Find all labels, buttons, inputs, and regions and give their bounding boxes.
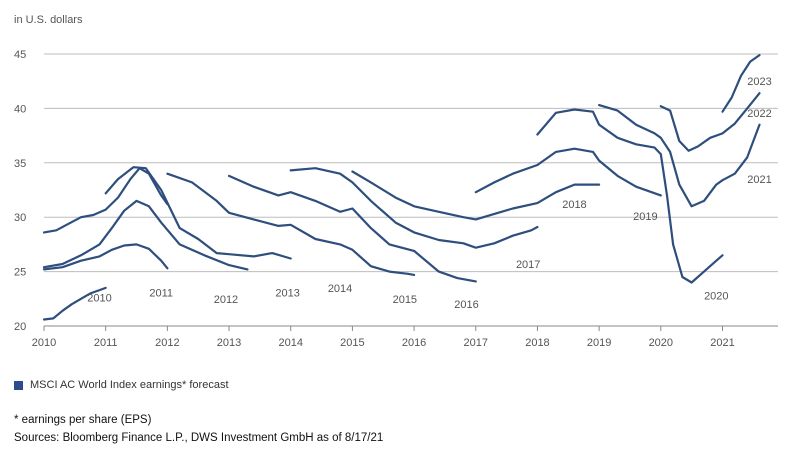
series-line-2021 <box>598 104 761 208</box>
sources-note: Sources: Bloomberg Finance L.P., DWS Inv… <box>14 432 384 444</box>
forecast-series <box>42 54 761 321</box>
y-tick-label: 20 <box>14 321 26 333</box>
y-tick-label: 30 <box>14 212 26 224</box>
series-line-2020 <box>536 108 724 284</box>
y-tick-label: 40 <box>14 103 26 115</box>
y-tick-label: 25 <box>14 267 26 279</box>
series-line-2019 <box>474 147 662 197</box>
x-tick-label: 2019 <box>587 337 611 349</box>
series-line-2012 <box>42 243 169 271</box>
gridlines <box>44 53 778 327</box>
series-line-2022 <box>659 92 761 152</box>
x-tick-label: 2015 <box>340 337 364 349</box>
y-axis-unit-label: in U.S. dollars <box>14 14 83 26</box>
legend-swatch <box>14 380 23 390</box>
x-tick-label: 2012 <box>155 337 179 349</box>
series-label-2019: 2019 <box>633 211 657 223</box>
series-line-2015 <box>166 172 416 276</box>
x-tick-label: 2017 <box>464 337 488 349</box>
series-label-2022: 2022 <box>747 108 771 120</box>
series-label-2014: 2014 <box>328 283 352 295</box>
x-tick-label: 2014 <box>278 337 302 349</box>
series-label-2013: 2013 <box>275 287 299 299</box>
x-tick-label: 2018 <box>525 337 549 349</box>
series-line-2013 <box>42 199 249 271</box>
series-label-2020: 2020 <box>704 291 728 303</box>
series-label-2016: 2016 <box>454 299 478 311</box>
x-tick-label: 2011 <box>94 337 118 349</box>
x-tick-label: 2010 <box>32 337 56 349</box>
series-label-2012: 2012 <box>214 294 238 306</box>
legend: MSCI AC World Index earnings* forecast <box>14 379 229 391</box>
series-label-2010: 2010 <box>87 293 111 305</box>
series-label-2017: 2017 <box>516 259 540 271</box>
series-line-2023 <box>721 54 761 113</box>
x-tick-label: 2013 <box>217 337 241 349</box>
x-tick-label: 2020 <box>649 337 673 349</box>
series-line-2016 <box>227 174 477 283</box>
series-label-2015: 2015 <box>393 294 417 306</box>
y-tick-label: 45 <box>14 49 26 61</box>
y-axis-ticks: 20 25 30 35 40 45 <box>14 49 26 333</box>
series-year-labels: 2010 2011 2012 2013 2014 2015 2016 2017 2018 2019… <box>87 76 771 311</box>
series-line-2011 <box>42 167 169 234</box>
series-label-2023: 2023 <box>747 76 771 88</box>
series-line-2018 <box>351 170 601 221</box>
series-label-2011: 2011 <box>149 287 173 299</box>
x-axis-ticks: 2010 2011 2012 2013 2014 2015 2016 2017 2018 2019… <box>32 326 735 349</box>
series-line-2017 <box>289 167 539 249</box>
x-tick-label: 2021 <box>710 337 734 349</box>
series-label-2018: 2018 <box>562 199 586 211</box>
legend-label: MSCI AC World Index earnings* forecast <box>30 379 229 391</box>
footnote: * earnings per share (EPS) <box>14 414 152 426</box>
series-line-2010 <box>42 286 107 321</box>
x-tick-label: 2016 <box>402 337 426 349</box>
y-tick-label: 35 <box>14 158 26 170</box>
series-line-2014 <box>104 166 292 260</box>
series-label-2021: 2021 <box>747 174 771 186</box>
